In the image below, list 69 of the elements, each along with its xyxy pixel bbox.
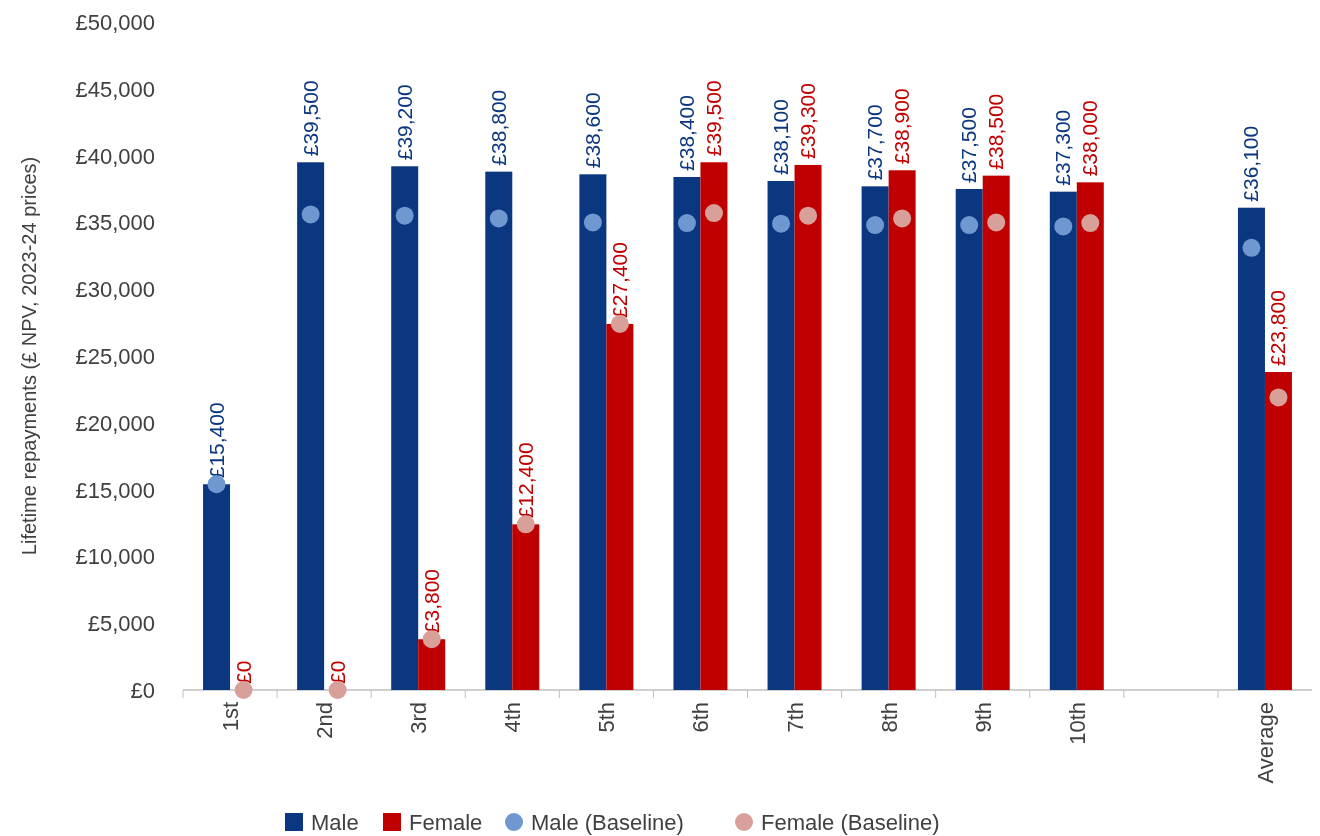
legend-label: Female	[409, 810, 483, 835]
bar	[673, 176, 701, 690]
y-tick-label: £20,000	[75, 410, 155, 436]
data-label: £38,600	[580, 92, 604, 169]
legend-label: Female (Baseline)	[761, 810, 940, 835]
data-label: £36,100	[1239, 125, 1263, 202]
data-label: £0	[325, 660, 349, 684]
bar	[579, 174, 607, 690]
bar	[955, 189, 983, 690]
data-label: £37,700	[863, 104, 887, 181]
x-tick-label: Average	[1252, 702, 1278, 784]
y-tick-label: £15,000	[75, 477, 155, 503]
bar	[888, 170, 916, 690]
data-label: £12,400	[513, 442, 537, 519]
y-tick-label: £5,000	[87, 611, 155, 637]
bar	[1264, 372, 1292, 690]
x-tick-label: 8th	[876, 702, 902, 733]
x-tick-label: 5th	[594, 702, 620, 733]
x-tick-label: 1st	[218, 702, 244, 732]
data-label: £39,500	[298, 80, 322, 157]
bar	[982, 175, 1010, 690]
bar	[391, 166, 419, 690]
bar	[297, 162, 325, 690]
bar	[1076, 182, 1104, 690]
y-tick-label: £35,000	[75, 210, 155, 236]
data-label: £0	[231, 660, 255, 684]
data-label: £27,400	[607, 242, 631, 318]
x-tick-label: 10th	[1064, 702, 1090, 745]
x-tick-label: 4th	[500, 702, 526, 733]
y-axis-title: Lifetime repayments (£ NPV, 2023-24 prices)	[18, 156, 40, 556]
y-tick-label: £10,000	[75, 544, 155, 570]
x-tick-label: 3rd	[406, 702, 432, 734]
x-tick-label: 7th	[782, 702, 808, 733]
data-label: £38,500	[984, 93, 1008, 170]
data-label: £38,800	[486, 89, 510, 166]
bar	[794, 164, 822, 690]
data-label: £39,200	[392, 84, 416, 161]
x-tick-label: 6th	[688, 702, 714, 733]
y-tick-label: £30,000	[75, 277, 155, 303]
bar	[512, 524, 540, 690]
y-tick-label: £50,000	[75, 10, 155, 35]
bar	[203, 484, 231, 690]
data-label: £38,400	[674, 95, 698, 171]
data-label: £37,300	[1051, 109, 1075, 186]
data-label: £38,100	[769, 99, 793, 175]
x-tick-label: 2nd	[312, 702, 338, 739]
x-tick-label: 9th	[970, 702, 996, 733]
data-label: £39,500	[701, 80, 725, 157]
legend-label: Male (Baseline)	[531, 810, 684, 835]
data-label: £3,800	[419, 569, 443, 634]
y-tick-label: £0	[130, 678, 155, 703]
bar	[700, 162, 728, 690]
data-label: £15,400	[204, 402, 228, 479]
y-tick-label: £25,000	[75, 344, 155, 369]
bar	[861, 186, 889, 690]
bar	[1049, 191, 1077, 690]
bar	[418, 639, 446, 690]
data-label: £38,900	[890, 88, 914, 165]
bar	[606, 323, 634, 690]
y-tick-label: £40,000	[75, 143, 155, 169]
bar	[1237, 207, 1265, 690]
bar	[767, 180, 795, 690]
y-tick-label: £45,000	[75, 76, 155, 102]
bar	[485, 171, 513, 690]
data-label: £38,000	[1078, 100, 1102, 177]
data-label: £23,800	[1266, 290, 1290, 367]
data-label: £37,500	[957, 107, 981, 183]
data-label: £39,300	[796, 83, 820, 159]
legend-label: Male	[311, 810, 359, 835]
